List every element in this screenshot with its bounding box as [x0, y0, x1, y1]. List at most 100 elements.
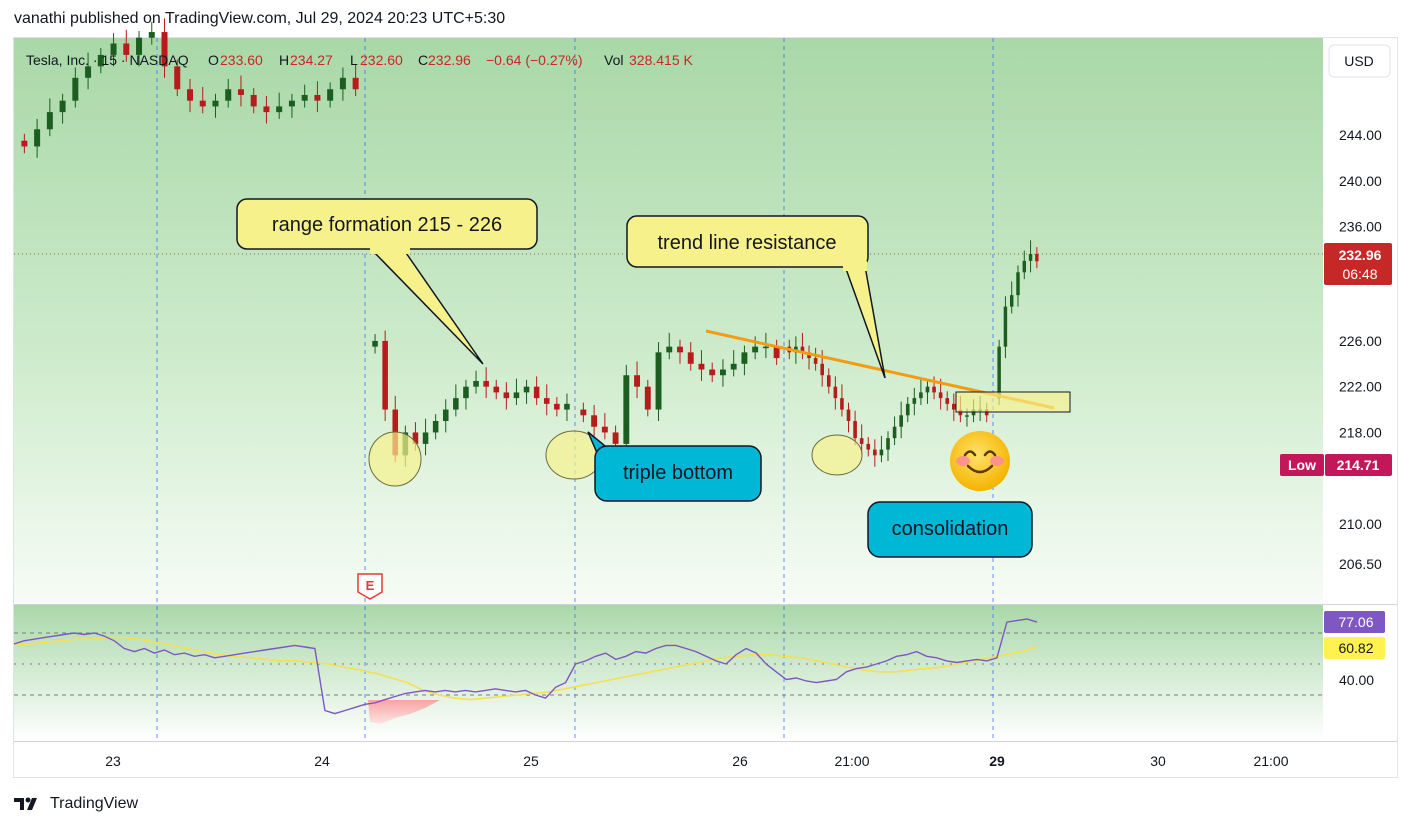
- symbol-legend[interactable]: Tesla, Inc. · 15 · NASDAQ O 233.60 H 234…: [26, 52, 693, 68]
- candle-body: [564, 403, 570, 410]
- tradingview-logo-icon: [14, 797, 37, 810]
- rsi-oversold-fill: [368, 700, 440, 724]
- candle-body: [1028, 253, 1033, 261]
- candle-body: [634, 375, 641, 387]
- price-axis-tick: 218.00: [1339, 424, 1382, 440]
- rsi-value-tag: 77.06: [1324, 611, 1385, 633]
- price-axis-tick: 244.00: [1339, 127, 1382, 143]
- candle-body: [601, 426, 608, 433]
- price-axis-tick: 236.00: [1339, 219, 1382, 235]
- candle-body: [730, 363, 737, 370]
- rsi-ma-tag: 60.82: [1324, 637, 1385, 659]
- publisher-line: vanathi published on TradingView.com, Ju…: [14, 10, 506, 27]
- candle-body: [314, 94, 321, 101]
- candle-body: [965, 415, 969, 417]
- time-axis-label: 21:00: [1253, 753, 1288, 769]
- candle-body: [59, 100, 66, 113]
- candle-body: [752, 346, 759, 353]
- callout-consolidation[interactable]: consolidation: [867, 501, 1033, 558]
- candle-body: [820, 363, 825, 376]
- currency-button[interactable]: USD: [1328, 44, 1391, 78]
- rsi-pane[interactable]: [14, 605, 1323, 741]
- legend-vol: 328.415 K: [629, 52, 693, 68]
- candle-body: [866, 443, 871, 450]
- callout-consolidation-text: consolidation: [892, 518, 1009, 540]
- candle-body: [453, 398, 459, 410]
- candle-body: [123, 43, 130, 55]
- price-axis[interactable]: 244.00 240.00 236.00 226.00 222.00 218.00 210.…: [1339, 127, 1382, 572]
- legend-low: 232.60: [360, 52, 403, 68]
- candle-body: [800, 346, 805, 353]
- price-axis-tick: 226.00: [1339, 333, 1382, 349]
- low-tag: Low 214.71: [1280, 454, 1392, 476]
- chart-frame[interactable]: [13, 37, 1398, 778]
- candle-body: [97, 54, 104, 67]
- candle-body: [1003, 306, 1008, 347]
- callout-range-formation[interactable]: range formation 215 - 226: [236, 198, 538, 365]
- candle-body: [938, 392, 943, 399]
- candle-body: [442, 409, 449, 421]
- price-axis-tick: 206.50: [1339, 556, 1382, 572]
- candle-body: [644, 386, 651, 410]
- consolidation-box[interactable]: [955, 391, 1071, 413]
- candle-body: [473, 380, 479, 387]
- candle-body: [687, 352, 694, 364]
- price-axis-tick: 222.00: [1339, 379, 1382, 395]
- smiling-face-icon: [950, 431, 1010, 491]
- candle-body: [250, 94, 257, 107]
- candle-body: [1009, 295, 1014, 307]
- candle-body: [554, 403, 560, 410]
- candle-body: [741, 352, 748, 364]
- candle-body: [623, 375, 630, 444]
- candle-body: [612, 432, 619, 444]
- candle-body: [523, 386, 530, 393]
- candle-body: [951, 403, 956, 410]
- earnings-marker[interactable]: E: [357, 573, 383, 600]
- candle-body: [826, 375, 831, 387]
- time-axis[interactable]: 23 24 25 26 21:00 29 30 21:00: [105, 753, 1289, 769]
- rsi-ma-value: 60.82: [1338, 640, 1373, 656]
- candle-body: [237, 89, 244, 95]
- legend-symbol[interactable]: Tesla, Inc. · 15 · NASDAQ: [26, 52, 189, 68]
- candle-body: [762, 346, 769, 349]
- rsi-axis-tick: 40.00: [1339, 672, 1374, 688]
- candle-body: [932, 386, 936, 393]
- rsi-value: 77.06: [1338, 614, 1373, 630]
- callout-trendline[interactable]: trend line resistance: [626, 215, 886, 379]
- candle-body: [543, 398, 550, 404]
- candle-body: [503, 392, 510, 399]
- time-axis-label: 24: [314, 753, 330, 769]
- candle-body: [372, 340, 378, 347]
- callout-triple-bottom[interactable]: triple bottom: [587, 431, 762, 502]
- bottom-circle-1[interactable]: [368, 431, 422, 487]
- candle-body: [698, 363, 705, 370]
- footer-brand: TradingView: [50, 795, 139, 812]
- candle-body: [301, 94, 308, 101]
- time-axis-label: 26: [732, 753, 748, 769]
- candle-body: [212, 100, 219, 107]
- price-pane[interactable]: [14, 38, 1323, 604]
- legend-change: −0.64 (−0.27%): [486, 52, 583, 68]
- candle-body: [859, 438, 864, 444]
- candle-body: [655, 352, 662, 410]
- candle-body: [85, 66, 92, 78]
- candle-body: [72, 77, 79, 101]
- candle-body: [34, 129, 41, 147]
- candle-body: [925, 386, 930, 393]
- bottom-circle-3[interactable]: [811, 434, 863, 476]
- candle-body: [161, 32, 168, 67]
- candle-body: [912, 398, 917, 404]
- last-price-value: 232.96: [1339, 247, 1382, 263]
- candle-body: [1035, 253, 1039, 262]
- tradingview-logo[interactable]: TradingView: [14, 795, 138, 813]
- candle-body: [719, 369, 726, 376]
- candle-body: [709, 369, 716, 376]
- low-tag-label: Low: [1288, 457, 1316, 473]
- price-axis-tick: 210.00: [1339, 516, 1382, 532]
- candle-body: [199, 100, 206, 107]
- candle-body: [136, 37, 143, 55]
- candle-body: [899, 415, 903, 427]
- price-axis-tick: 240.00: [1339, 173, 1382, 189]
- rsi-bands: [14, 632, 1323, 696]
